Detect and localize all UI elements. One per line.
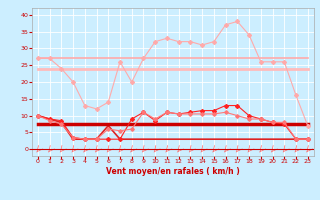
X-axis label: Vent moyen/en rafales ( km/h ): Vent moyen/en rafales ( km/h ) <box>106 167 240 176</box>
